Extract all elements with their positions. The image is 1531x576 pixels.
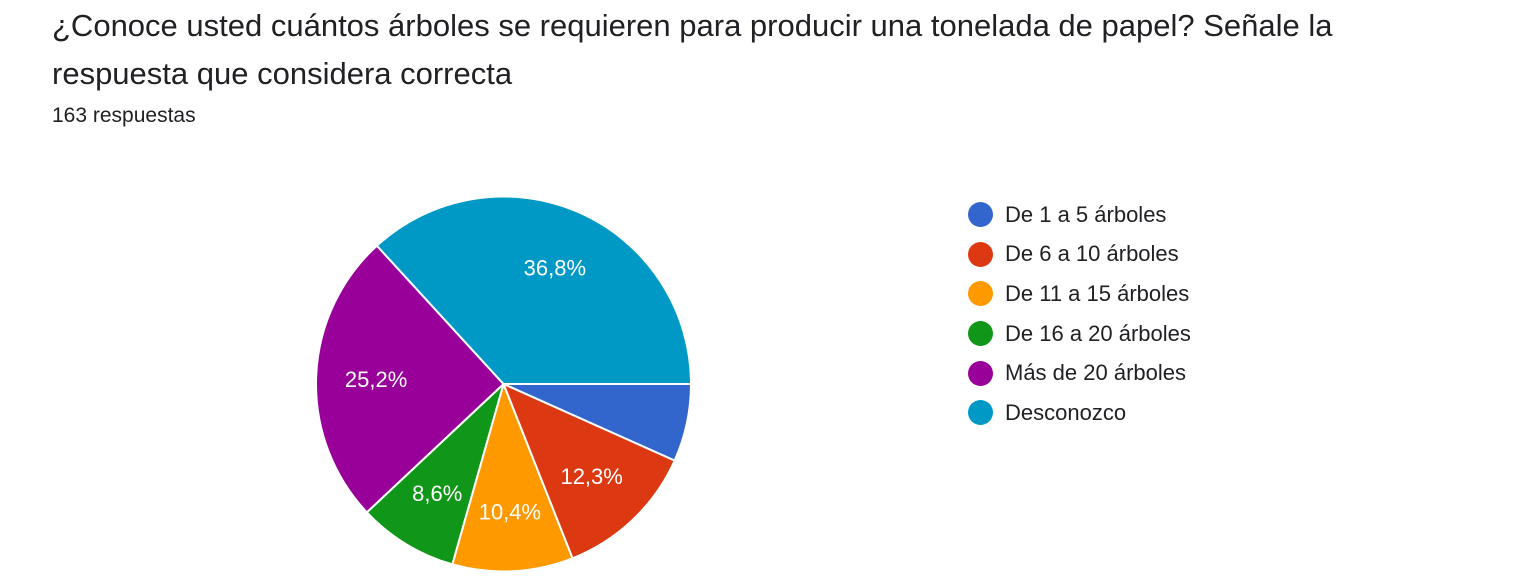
legend-label: Más de 20 árboles: [1005, 360, 1186, 386]
legend-label: De 6 a 10 árboles: [1005, 241, 1179, 267]
question-title: ¿Conoce usted cuántos árboles se requier…: [52, 8, 1333, 91]
legend-item[interactable]: Más de 20 árboles: [968, 353, 1191, 393]
pie-slice-label: 10,4%: [479, 499, 541, 524]
pie-slice: [315, 244, 505, 514]
legend-item[interactable]: De 6 a 10 árboles: [968, 235, 1191, 275]
pie-slice: [365, 380, 506, 566]
pie-slice-labels: 12,3% 10,4% 8,6% 25,2% 36,8%: [345, 255, 623, 524]
legend-item[interactable]: De 11 a 15 árboles: [968, 274, 1191, 314]
pie-slice-label: 8,6%: [412, 481, 462, 506]
pie-slice: [501, 382, 676, 560]
chart-legend: De 1 a 5 árboles De 6 a 10 árboles De 11 a…: [968, 195, 1191, 433]
legend-item[interactable]: De 16 a 20 árboles: [968, 314, 1191, 354]
legend-swatch: [968, 241, 993, 267]
pie-slice-label: 36,8%: [524, 255, 586, 280]
legend-swatch: [968, 202, 993, 228]
pie-slice-label: 25,2%: [345, 367, 407, 392]
pie-slice: [451, 380, 574, 573]
response-count: 163 respuestas: [52, 104, 196, 127]
legend-label: De 16 a 20 árboles: [1005, 320, 1191, 346]
legend-label: Desconozco: [1005, 399, 1127, 425]
legend-item[interactable]: Desconozco: [968, 393, 1191, 433]
legend-item[interactable]: De 1 a 5 árboles: [968, 195, 1191, 235]
pie-slice-label: 12,3%: [560, 464, 622, 489]
legend-label: De 1 a 5 árboles: [1005, 201, 1167, 227]
legend-swatch: [968, 360, 993, 386]
pie-slice: [375, 195, 693, 385]
legend-swatch: [968, 400, 993, 426]
legend-label: De 11 a 15 árboles: [1005, 280, 1190, 306]
legend-swatch: [968, 281, 993, 307]
pie-slices: [315, 195, 693, 573]
legend-swatch: [968, 321, 993, 347]
